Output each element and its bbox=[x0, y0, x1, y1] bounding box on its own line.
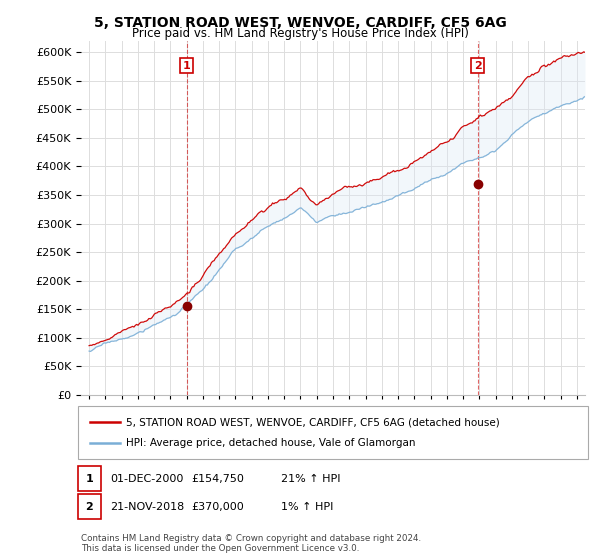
Text: £370,000: £370,000 bbox=[191, 502, 244, 512]
Text: 01-DEC-2000: 01-DEC-2000 bbox=[110, 474, 183, 484]
Text: £154,750: £154,750 bbox=[191, 474, 244, 484]
Text: 5, STATION ROAD WEST, WENVOE, CARDIFF, CF5 6AG (detached house): 5, STATION ROAD WEST, WENVOE, CARDIFF, C… bbox=[126, 417, 500, 427]
Text: Contains HM Land Registry data © Crown copyright and database right 2024.
This d: Contains HM Land Registry data © Crown c… bbox=[81, 534, 421, 553]
Text: 1: 1 bbox=[86, 474, 93, 484]
Text: 2: 2 bbox=[474, 60, 482, 71]
Text: 1% ↑ HPI: 1% ↑ HPI bbox=[281, 502, 333, 512]
Text: 5, STATION ROAD WEST, WENVOE, CARDIFF, CF5 6AG: 5, STATION ROAD WEST, WENVOE, CARDIFF, C… bbox=[94, 16, 506, 30]
Text: 21-NOV-2018: 21-NOV-2018 bbox=[110, 502, 184, 512]
Text: 2: 2 bbox=[86, 502, 93, 512]
Text: HPI: Average price, detached house, Vale of Glamorgan: HPI: Average price, detached house, Vale… bbox=[126, 438, 415, 448]
Text: 1: 1 bbox=[183, 60, 191, 71]
Text: Price paid vs. HM Land Registry's House Price Index (HPI): Price paid vs. HM Land Registry's House … bbox=[131, 27, 469, 40]
Text: 21% ↑ HPI: 21% ↑ HPI bbox=[281, 474, 340, 484]
